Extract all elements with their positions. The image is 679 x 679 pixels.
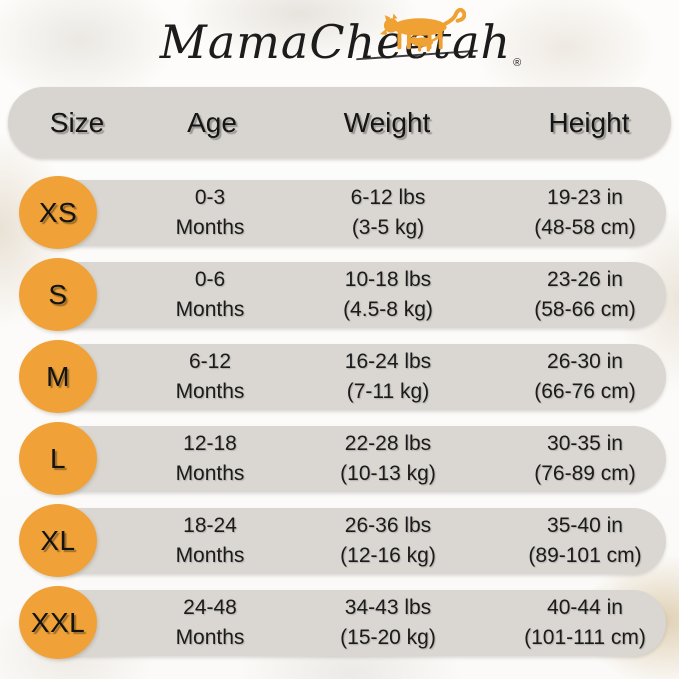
weight-cell: 6-12 lbs (3-5 kg) xyxy=(350,186,426,239)
table-row-l: 12-18 Months 22-28 lbs (10-13 kg) 30-35 … xyxy=(0,422,679,500)
age-cell: 24-48 Months xyxy=(175,596,245,649)
cheetah-with-cub-icon xyxy=(379,8,466,52)
row-pill: 18-24 Months 26-36 lbs (12-16 kg) 35-40 … xyxy=(33,508,666,574)
column-header-height: Height xyxy=(548,107,630,138)
row-pill: 24-48 Months 34-43 lbs (15-20 kg) 40-44 … xyxy=(33,590,666,656)
row-pill: 12-18 Months 22-28 lbs (10-13 kg) 30-35 … xyxy=(33,426,666,492)
height-cell: 35-40 in (89-101 cm) xyxy=(528,514,642,567)
table-row-xs: 0-3 Months 6-12 lbs (3-5 kg) 19-23 in (4… xyxy=(0,176,679,254)
age-cell: 18-24 Months xyxy=(175,514,245,567)
column-header-size: Size xyxy=(49,107,105,138)
height-cell: 23-26 in (58-66 cm) xyxy=(534,268,636,321)
column-header-age: Age xyxy=(187,107,237,138)
height-cell: 26-30 in (66-76 cm) xyxy=(534,350,636,403)
age-cell: 0-3 Months xyxy=(175,186,245,239)
height-cell: 40-44 in (101-111 cm) xyxy=(524,596,646,649)
table-header-row: Size Age Weight Height xyxy=(8,87,671,158)
size-badge-xl: XL xyxy=(19,504,97,577)
row-pill: 0-6 Months 10-18 lbs (4.5-8 kg) 23-26 in… xyxy=(33,262,666,328)
row-pill: 6-12 Months 16-24 lbs (7-11 kg) 26-30 in… xyxy=(33,344,666,410)
brand-logo-text: MamaCheetah xyxy=(159,15,512,69)
weight-cell: 26-36 lbs (12-16 kg) xyxy=(340,514,436,567)
age-cell: 6-12 Months xyxy=(175,350,245,403)
brand-logo: MamaCheetah ® xyxy=(0,6,679,80)
size-badge-l: L xyxy=(19,422,97,495)
size-badge-m: M xyxy=(19,340,97,413)
weight-cell: 34-43 lbs (15-20 kg) xyxy=(340,596,436,649)
age-cell: 0-6 Months xyxy=(175,268,245,321)
weight-cell: 22-28 lbs (10-13 kg) xyxy=(340,432,436,485)
weight-cell: 16-24 lbs (7-11 kg) xyxy=(344,350,432,403)
age-cell: 12-18 Months xyxy=(175,432,245,485)
size-badge-xxl: XXL xyxy=(19,586,97,659)
table-row-s: 0-6 Months 10-18 lbs (4.5-8 kg) 23-26 in… xyxy=(0,258,679,336)
table-row-xxl: 24-48 Months 34-43 lbs (15-20 kg) 40-44 … xyxy=(0,586,679,664)
weight-cell: 10-18 lbs (4.5-8 kg) xyxy=(343,268,433,321)
row-pill: 0-3 Months 6-12 lbs (3-5 kg) 19-23 in (4… xyxy=(33,180,666,246)
size-badge-s: S xyxy=(19,258,97,331)
table-row-xl: 18-24 Months 26-36 lbs (12-16 kg) 35-40 … xyxy=(0,504,679,582)
height-cell: 30-35 in (76-89 cm) xyxy=(534,432,636,485)
column-header-weight: Weight xyxy=(343,107,431,138)
height-cell: 19-23 in (48-58 cm) xyxy=(534,186,636,239)
registered-trademark: ® xyxy=(513,57,522,69)
table-row-m: 6-12 Months 16-24 lbs (7-11 kg) 26-30 in… xyxy=(0,340,679,418)
size-badge-xs: XS xyxy=(19,176,97,249)
